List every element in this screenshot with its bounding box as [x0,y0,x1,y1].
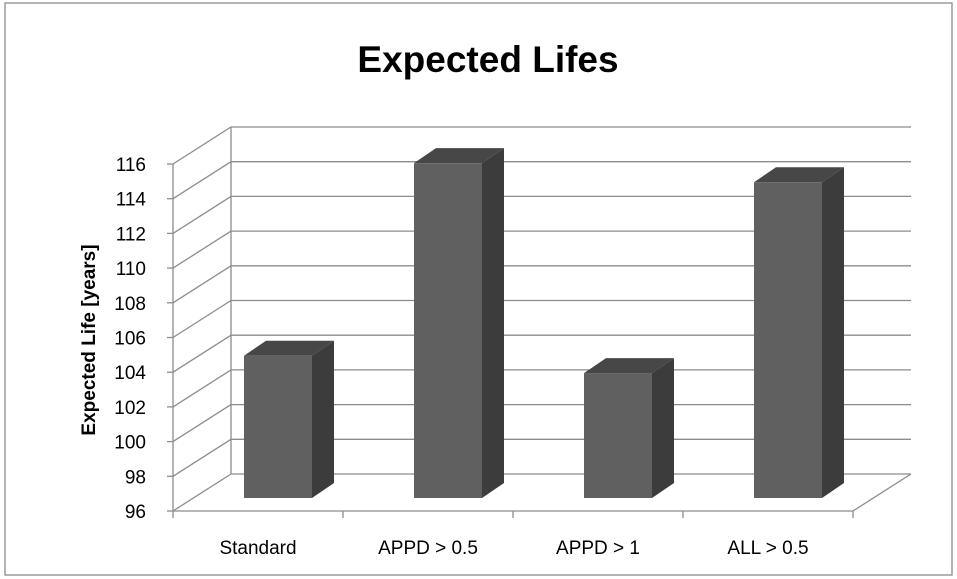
side-grid-line-100 [172,404,232,443]
x-category-label: Standard [219,538,296,559]
y-tick-label: 116 [116,155,146,176]
x-category-label: APPD > 0.5 [378,538,478,559]
y-tick-label: 114 [116,190,147,211]
bar-side [482,148,504,498]
bar-top [754,167,844,183]
bar-side [822,167,844,499]
side-grid-line-98 [172,438,232,477]
bar-front [584,373,652,498]
side-grid-line-104 [172,334,232,373]
label-layer: 96 98 100 102 104 106 108 110 112 114 116 Standard A… [114,155,808,559]
bar-standard [244,340,334,498]
bar-top [584,358,674,374]
y-axis-label: Expected Life [years] [79,244,100,435]
y-tick-label: 106 [114,329,146,350]
bar-front [244,355,312,498]
side-grid-line-116 [172,126,232,165]
side-grid-line-106 [172,299,232,339]
side-grid-line-108 [172,265,232,304]
bar-front [754,182,822,499]
side-grid-line-110 [172,230,232,269]
bar-layer [244,148,844,499]
y-tick-label: 108 [114,294,146,315]
y-tick-label: 100 [114,433,146,454]
y-tick-label: 112 [116,224,146,245]
y-tick-label: 98 [125,467,146,488]
side-grid-line-96 [172,473,232,512]
bar-side [312,340,334,498]
bar-side [652,358,674,498]
bar-appd-0-5 [414,148,504,498]
y-tick-label: 102 [114,398,146,419]
bar-top [414,148,504,164]
axis-layer [167,127,912,518]
y-tick-label: 96 [125,502,146,523]
y-tick-label: 110 [116,259,146,280]
side-grid-line-114 [172,161,232,200]
bar-appd-1 [584,358,674,498]
chart-title: Expected Lifes [357,39,618,80]
side-grid-line-112 [172,195,232,234]
bar-front [414,163,482,498]
side-grid-line-102 [172,369,232,408]
x-category-label: APPD > 1 [556,538,640,559]
x-category-label: ALL > 0.5 [727,538,808,559]
bar-top [244,340,334,356]
floor-right-edge [852,473,912,512]
bar-all-0-5 [754,167,844,499]
y-tick-label: 104 [114,363,146,384]
